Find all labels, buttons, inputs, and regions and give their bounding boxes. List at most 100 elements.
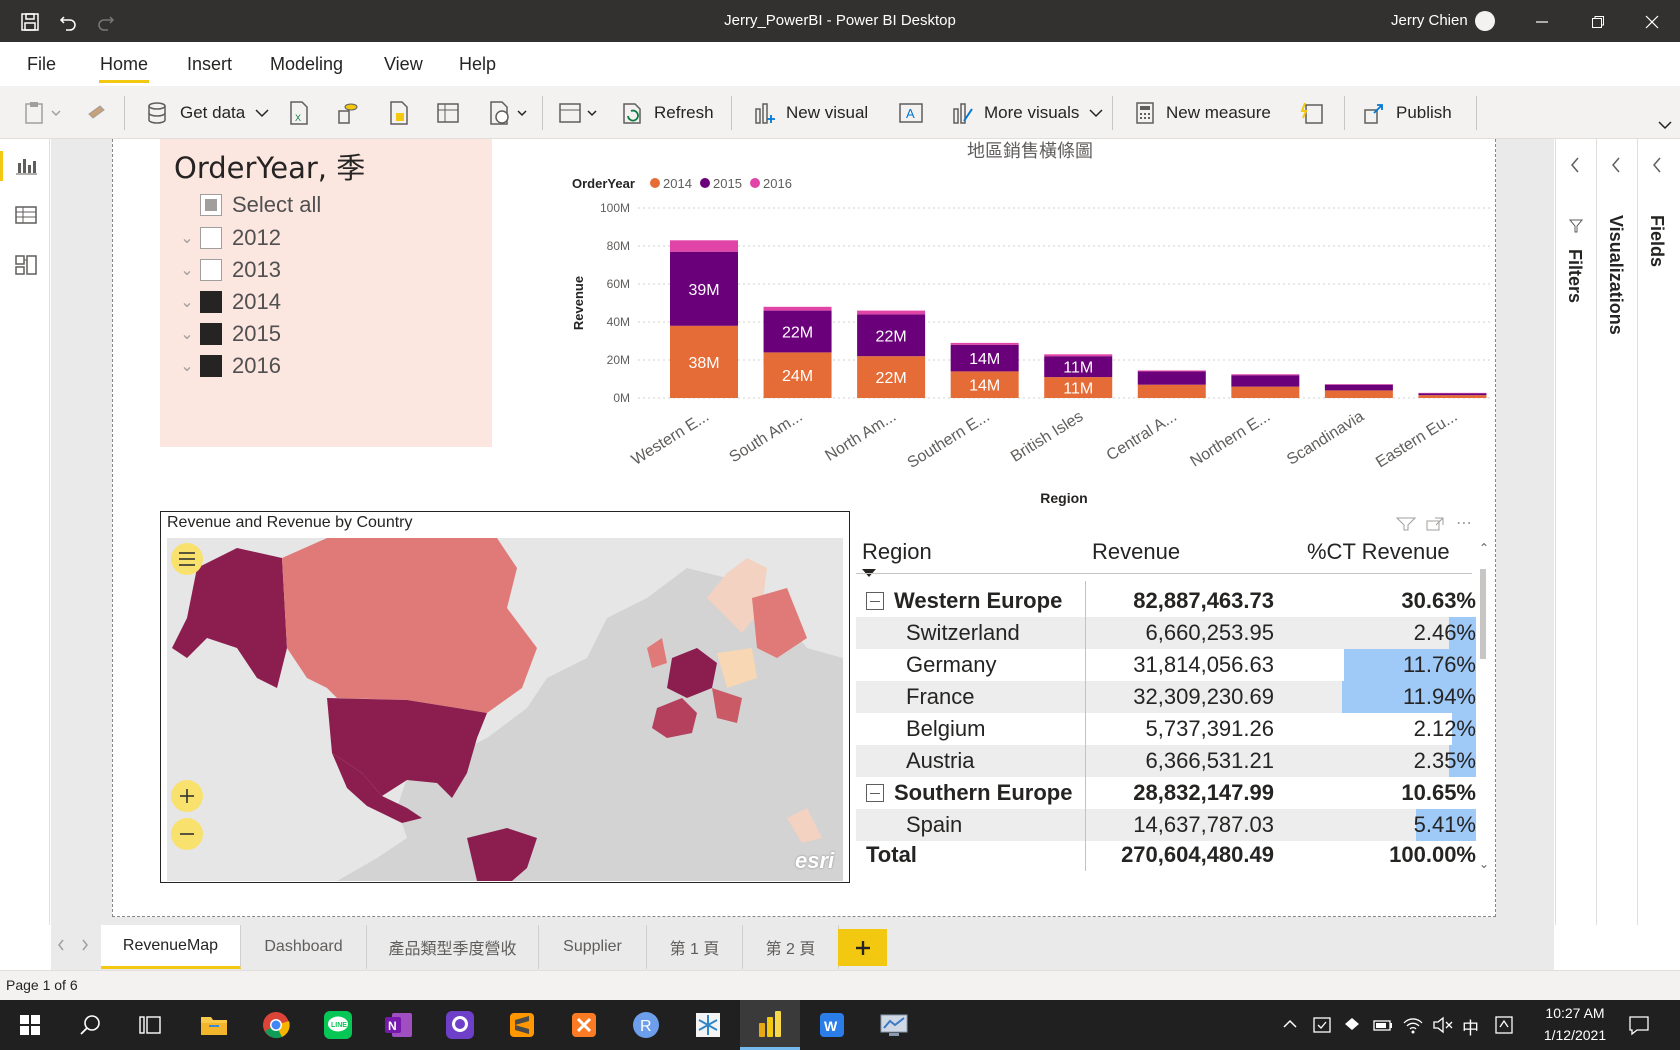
report-view-icon[interactable]	[14, 153, 38, 177]
chevron-down-icon[interactable]: ⌄	[180, 230, 194, 247]
revenue-map-visual[interactable]: Revenue and Revenue by Country esri	[160, 511, 850, 883]
page-tab-product-quarterly[interactable]: 產品類型季度營收	[367, 925, 539, 969]
map-menu-button[interactable]	[171, 543, 203, 575]
table-row[interactable]: Austria 6,366,531.21 2.35%	[856, 745, 1476, 777]
chevron-up-icon[interactable]	[1282, 1016, 1298, 1032]
chrome-icon[interactable]	[246, 1000, 306, 1050]
new-measure-button[interactable]: New measure	[1134, 86, 1271, 139]
chevron-down-icon[interactable]: ⌄	[180, 326, 194, 343]
tab-view[interactable]: View	[384, 54, 423, 74]
page-tab-page-2[interactable]: 第 2 頁	[743, 925, 839, 969]
column-header-pct-revenue[interactable]: %CT Revenue	[1307, 539, 1450, 564]
revenue-matrix[interactable]: ⋯ Region Revenue %CT Revenue Western Eur…	[852, 511, 1492, 883]
slicer-item-2015[interactable]: ⌄ 2015	[174, 318, 281, 350]
slicer-item-2012[interactable]: ⌄ 2012	[174, 222, 281, 254]
focus-mode-icon[interactable]	[1426, 517, 1444, 531]
dataset-icon[interactable]	[336, 86, 360, 139]
table-row[interactable]: France 32,309,230.69 11.94%	[856, 681, 1476, 713]
dropbox-icon[interactable]	[1342, 1015, 1362, 1035]
scroll-up-icon[interactable]: ⌃	[1479, 541, 1490, 555]
stacked-column-chart[interactable]: 地區銷售橫條圖 OrderYear 2014 2015 2016 0M 20M 40M 60M 8…	[568, 139, 1493, 509]
recent-sources-button[interactable]	[488, 86, 528, 139]
checkbox[interactable]	[200, 323, 222, 345]
sublime-text-icon[interactable]	[492, 1000, 552, 1050]
table-row[interactable]: Germany 31,814,056.63 11.76%	[856, 649, 1476, 681]
tab-modeling[interactable]: Modeling	[270, 54, 344, 74]
undo-icon[interactable]	[56, 10, 80, 34]
minimize-icon[interactable]	[1530, 10, 1554, 34]
clock-date[interactable]: 1/12/2021	[1543, 1027, 1607, 1043]
page-tab-revenuemap[interactable]: RevenueMap	[101, 925, 241, 969]
page-tab-supplier[interactable]: Supplier	[539, 925, 647, 969]
refresh-button[interactable]: Refresh	[620, 86, 714, 139]
new-visual-button[interactable]: New visual	[752, 86, 868, 139]
xampp-icon[interactable]	[554, 1000, 614, 1050]
enter-data-icon[interactable]	[436, 86, 460, 139]
scrollbar-thumb[interactable]	[1480, 569, 1486, 659]
zoom-out-button[interactable]	[171, 818, 203, 850]
page-tab-page-1[interactable]: 第 1 頁	[647, 925, 743, 969]
save-icon[interactable]	[18, 10, 42, 34]
file-explorer-icon[interactable]	[184, 1000, 244, 1050]
chevron-down-icon[interactable]: ⌄	[180, 262, 194, 279]
chevron-left-icon[interactable]	[1611, 157, 1621, 173]
tab-file[interactable]: File	[27, 54, 57, 74]
text-box-icon[interactable]: A	[898, 86, 924, 139]
fields-pane[interactable]: Fields	[1637, 139, 1678, 925]
tab-insert[interactable]: Insert	[187, 54, 233, 74]
restore-icon[interactable]	[1586, 10, 1610, 34]
notifications-icon[interactable]	[1628, 1014, 1650, 1036]
tab-help[interactable]: Help	[459, 54, 497, 74]
chevron-down-icon[interactable]: ⌄	[180, 358, 194, 375]
search-icon[interactable]	[60, 1000, 120, 1050]
vertical-scrollbar[interactable]: ⌃ ⌄	[1478, 541, 1490, 873]
github-desktop-icon[interactable]	[430, 1000, 490, 1050]
quick-measure-icon[interactable]	[1300, 86, 1324, 139]
volume-muted-icon[interactable]	[1432, 1015, 1454, 1035]
slicer-item-select-all[interactable]: Select all	[174, 189, 321, 221]
collapse-icon[interactable]	[866, 592, 884, 610]
battery-icon[interactable]	[1372, 1015, 1394, 1035]
chevron-right-icon[interactable]	[81, 939, 89, 951]
task-view-icon[interactable]	[120, 1000, 180, 1050]
visualizations-pane[interactable]: Visualizations	[1596, 139, 1637, 925]
table-row[interactable]: Switzerland 6,660,253.95 2.46%	[856, 617, 1476, 649]
total-row[interactable]: Total 270,604,480.49 100.00%	[856, 839, 1476, 871]
input-method-indicator[interactable]: 中	[1462, 1019, 1479, 1038]
table-row[interactable]: Western Europe 82,887,463.73 30.63%	[856, 585, 1476, 617]
more-options-icon[interactable]: ⋯	[1456, 515, 1472, 532]
chevron-left-icon[interactable]	[1652, 157, 1662, 173]
region-sales-chart[interactable]: 地區銷售橫條圖 OrderYear 2014 2015 2016 0M 20M 40M 60M 8…	[568, 139, 1493, 509]
collapse-ribbon-icon[interactable]	[1658, 120, 1672, 130]
redo-icon[interactable]	[94, 10, 118, 34]
tab-home[interactable]: Home	[100, 54, 149, 74]
filters-pane[interactable]: Filters	[1555, 139, 1596, 925]
line-app-icon[interactable]: LINE	[308, 1000, 368, 1050]
avatar[interactable]	[1475, 11, 1495, 31]
collapse-icon[interactable]	[866, 784, 884, 802]
page-tab-dashboard[interactable]: Dashboard	[241, 925, 367, 969]
transform-data-button[interactable]	[558, 86, 602, 139]
remote-desktop-icon[interactable]	[864, 1000, 924, 1050]
add-page-button[interactable]	[838, 929, 887, 966]
slicer-item-2016[interactable]: ⌄ 2016	[174, 350, 281, 382]
snowflake-app-icon[interactable]	[678, 1000, 738, 1050]
scroll-down-icon[interactable]: ⌄	[1479, 857, 1490, 871]
zoom-in-button[interactable]	[171, 780, 203, 812]
windows-start-icon[interactable]	[0, 1000, 60, 1050]
checkbox[interactable]	[200, 194, 222, 216]
publish-button[interactable]: Publish	[1362, 86, 1452, 139]
writer-app-icon[interactable]: W	[802, 1000, 862, 1050]
more-visuals-button[interactable]: More visuals	[950, 86, 1103, 139]
onenote-icon[interactable]: N	[368, 1000, 428, 1050]
chevron-left-icon[interactable]	[57, 939, 65, 951]
chevron-down-icon[interactable]: ⌄	[180, 294, 194, 311]
slicer-item-2014[interactable]: ⌄ 2014	[174, 286, 281, 318]
model-view-icon[interactable]	[14, 253, 38, 277]
filter-icon[interactable]	[1396, 517, 1416, 531]
filled-map[interactable]: esri	[167, 538, 843, 881]
r-app-icon[interactable]: R	[616, 1000, 676, 1050]
data-view-icon[interactable]	[14, 203, 38, 227]
power-bi-icon[interactable]	[740, 1000, 800, 1050]
checkbox[interactable]	[200, 227, 222, 249]
